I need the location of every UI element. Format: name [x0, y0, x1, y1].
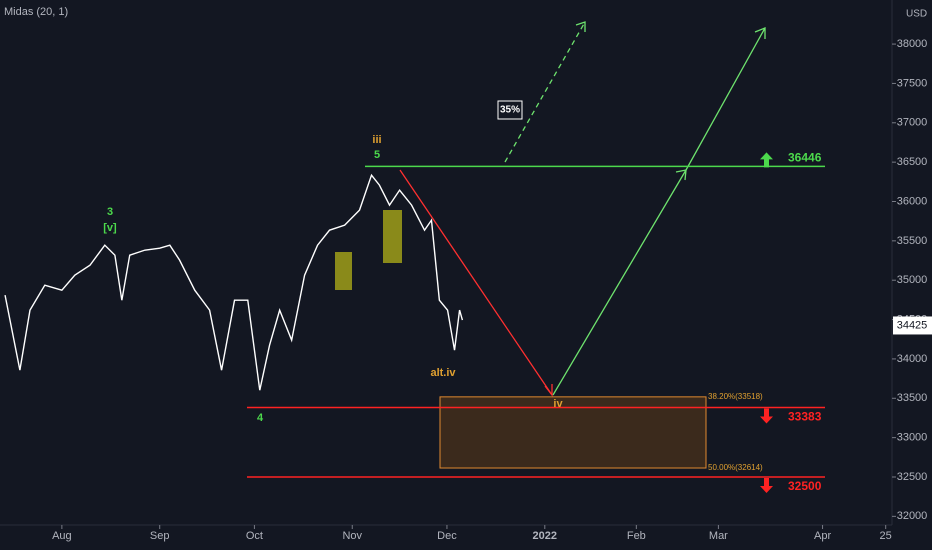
label-box: [497, 100, 523, 120]
y-tick-label: 33500: [897, 392, 928, 404]
wave-label: iv: [553, 398, 563, 410]
x-tick-label: Sep: [150, 530, 170, 542]
wave-label: 4: [257, 412, 264, 424]
x-tick-label: Nov: [342, 530, 362, 542]
wave-label: 5: [374, 149, 380, 161]
currency: USD: [906, 9, 927, 20]
y-tick-label: 33000: [897, 432, 928, 444]
y-tick-label: 35500: [897, 235, 928, 247]
x-tick-label: Feb: [627, 530, 646, 542]
level-label: 33383: [788, 410, 822, 424]
projection-arrows: [399, 21, 766, 397]
arrow-up: [685, 27, 766, 171]
y-tick-label: 34000: [897, 353, 928, 365]
x-tick-label: 2022: [533, 530, 557, 542]
fib-label: 50.00%(32614): [708, 463, 763, 472]
fib-zone: [439, 396, 707, 469]
x-tick-label: Apr: [814, 530, 831, 542]
yellow-zones: [335, 210, 402, 290]
x-tick-label: Mar: [709, 530, 728, 542]
level-label: 36446: [788, 151, 822, 165]
x-tick-label: Aug: [52, 530, 72, 542]
zone: [383, 210, 402, 263]
zone: [335, 252, 352, 290]
wave-label: alt.iv: [430, 367, 456, 379]
x-tick-label: Oct: [246, 530, 263, 542]
level-icon: [760, 408, 773, 424]
wave-label: iii: [372, 134, 381, 146]
level-icon: [760, 477, 773, 493]
y-tick-label: 32500: [897, 471, 928, 483]
price-line: [4, 173, 464, 391]
y-tick-label: 37500: [897, 77, 928, 89]
arrow-down: [399, 169, 553, 396]
arrow-head: [754, 27, 766, 39]
arrow-head: [544, 384, 553, 397]
y-tick-label: 38000: [897, 38, 928, 50]
x-tick-label: Dec: [437, 530, 457, 542]
wave-label: 3: [107, 206, 113, 218]
y-tick-label: 35000: [897, 274, 928, 286]
arrow-head: [575, 21, 586, 32]
arrow-up: [552, 169, 687, 396]
y-tick-label: 36000: [897, 195, 928, 207]
y-tick-label: 36500: [897, 156, 928, 168]
y-tick-label: 37000: [897, 117, 928, 129]
last-price-box: [893, 316, 932, 335]
indicator-title: Midas (20, 1): [4, 6, 68, 18]
x-tick-label: 25: [880, 530, 892, 542]
wave-label: [v]: [103, 222, 117, 234]
wave-label: 35%: [500, 105, 520, 116]
level-icon: [760, 152, 773, 168]
y-tick-label: 32000: [897, 510, 928, 522]
last-price-label: 34425: [897, 319, 928, 331]
level-label: 32500: [788, 479, 822, 493]
fib-label: 38.20%(33518): [708, 392, 763, 401]
